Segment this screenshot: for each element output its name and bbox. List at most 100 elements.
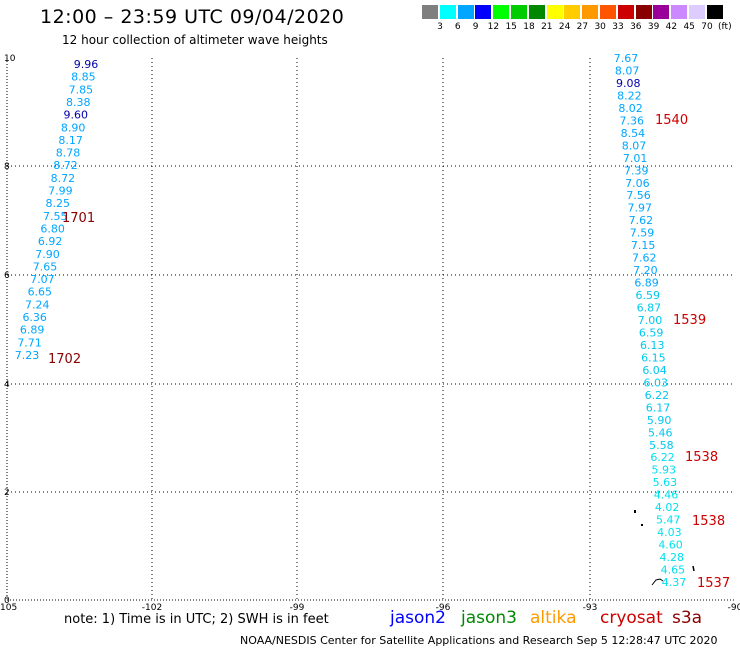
wave-height-value: 4.46 bbox=[654, 489, 679, 502]
x-tick-label: -102 bbox=[142, 603, 162, 613]
wave-height-value: 4.03 bbox=[657, 526, 682, 539]
wave-height-value: 7.15 bbox=[631, 239, 656, 252]
wave-height-value: 7.00 bbox=[638, 314, 663, 327]
color-scale-label: 9 bbox=[472, 22, 479, 32]
wave-height-value: 6.65 bbox=[28, 286, 53, 299]
wave-height-value: 6.92 bbox=[38, 235, 63, 248]
color-scale-label: 21 bbox=[541, 22, 553, 32]
color-swatch bbox=[635, 5, 652, 19]
wave-height-value: 8.22 bbox=[617, 89, 642, 102]
wave-height-value: 7.99 bbox=[48, 185, 73, 198]
wave-height-value: 8.02 bbox=[618, 102, 643, 115]
x-tick-label: -99 bbox=[290, 603, 305, 613]
wave-height-value: 6.13 bbox=[640, 339, 665, 352]
island-mark bbox=[641, 524, 643, 526]
x-tick-label: -93 bbox=[583, 603, 598, 613]
wave-height-value: 7.39 bbox=[624, 164, 649, 177]
wave-height-value: 8.07 bbox=[622, 139, 647, 152]
wave-height-value: 4.65 bbox=[661, 564, 686, 577]
wave-height-value: 9.60 bbox=[63, 109, 88, 122]
wave-height-value: 7.56 bbox=[626, 189, 651, 202]
color-scale-label: 6 bbox=[454, 22, 461, 32]
color-scale-label: 3 bbox=[437, 22, 443, 32]
color-scale-label: 30 bbox=[594, 22, 606, 32]
y-tick-label: 4 bbox=[4, 380, 10, 390]
y-tick-label: 10 bbox=[4, 54, 16, 64]
satellite-legend-item: s3a bbox=[672, 608, 703, 628]
wave-height-value: 6.22 bbox=[645, 389, 670, 402]
x-tick-label: -96 bbox=[436, 603, 451, 613]
time-marker-label: 1701 bbox=[62, 211, 95, 226]
color-scale-label: 70 bbox=[701, 22, 713, 32]
wave-height-value: 5.63 bbox=[653, 476, 678, 489]
color-swatch bbox=[475, 5, 492, 19]
color-scale-label: (ft) bbox=[718, 22, 732, 32]
wave-height-value: 6.22 bbox=[650, 451, 675, 464]
color-swatch bbox=[689, 5, 705, 19]
wave-height-value: 6.03 bbox=[643, 376, 668, 389]
color-scale-label: 42 bbox=[665, 22, 678, 32]
wave-height-value: 5.93 bbox=[651, 464, 676, 477]
wave-height-value: 5.90 bbox=[647, 414, 672, 427]
wave-height-value: 7.36 bbox=[619, 114, 644, 127]
wave-height-value: 8.07 bbox=[615, 64, 640, 77]
wave-height-value: 8.85 bbox=[71, 71, 96, 84]
coastline bbox=[692, 565, 695, 572]
color-swatch bbox=[600, 5, 616, 19]
color-swatch bbox=[617, 5, 634, 19]
y-tick-label: 0 bbox=[4, 596, 10, 606]
wave-height-value: 7.20 bbox=[633, 264, 658, 277]
wave-height-value: 7.71 bbox=[17, 336, 42, 349]
wave-height-value: 7.24 bbox=[25, 298, 50, 311]
satellite-legend-item: jason2 bbox=[390, 608, 446, 628]
time-marker-label: 1540 bbox=[655, 113, 688, 128]
wave-height-value: 8.25 bbox=[46, 197, 71, 210]
wave-height-value: 5.47 bbox=[656, 514, 681, 527]
color-swatch bbox=[439, 5, 456, 19]
wave-height-value: 6.36 bbox=[22, 311, 47, 324]
wave-height-value: 7.97 bbox=[627, 202, 652, 215]
color-swatch bbox=[564, 5, 581, 19]
wave-height-value: 6.15 bbox=[641, 351, 666, 364]
satellite-legend-item: altika bbox=[530, 608, 577, 628]
wave-height-value: 6.04 bbox=[642, 364, 667, 377]
x-tick-label: -90 bbox=[728, 603, 740, 613]
units-note: note: 1) Time is in UTC; 2) SWH is in fe… bbox=[64, 612, 329, 627]
wave-height-value: 5.58 bbox=[649, 439, 674, 452]
wave-height-value: 8.72 bbox=[51, 172, 76, 185]
credit-line: NOAA/NESDIS Center for Satellite Applica… bbox=[240, 634, 718, 647]
wave-height-value: 9.96 bbox=[74, 58, 99, 71]
wave-height-value: 7.62 bbox=[632, 252, 657, 265]
island-mark bbox=[634, 510, 636, 513]
wave-height-value: 8.90 bbox=[61, 121, 86, 134]
color-swatch bbox=[528, 5, 545, 19]
color-scale-label: 27 bbox=[576, 22, 589, 32]
wave-height-value: 7.01 bbox=[623, 152, 648, 165]
color-scale-label: 24 bbox=[558, 22, 571, 32]
wave-height-value: 6.89 bbox=[634, 277, 659, 290]
color-swatch bbox=[422, 5, 438, 19]
color-scale-label: 45 bbox=[683, 22, 695, 32]
wave-height-value: 6.59 bbox=[639, 326, 664, 339]
color-swatch bbox=[493, 5, 510, 19]
y-tick-label: 6 bbox=[4, 271, 10, 281]
color-scale-label: 12 bbox=[487, 22, 500, 32]
color-scale-label: 18 bbox=[523, 22, 535, 32]
color-swatch bbox=[706, 5, 723, 19]
page-title: 12:00 – 23:59 UTC 09/04/2020 bbox=[40, 6, 345, 28]
color-swatch bbox=[582, 5, 599, 19]
wave-height-value: 4.60 bbox=[658, 539, 683, 552]
color-swatch bbox=[457, 5, 474, 19]
wave-height-value: 8.78 bbox=[56, 147, 81, 160]
wave-height-value: 8.38 bbox=[66, 96, 91, 109]
wave-height-value: 5.46 bbox=[648, 426, 673, 439]
wave-height-value: 7.90 bbox=[35, 248, 60, 261]
wave-height-value: 6.59 bbox=[635, 289, 660, 302]
time-marker-label: 1539 bbox=[673, 313, 706, 328]
time-marker-label: 1538 bbox=[692, 514, 725, 529]
color-scale-label: 15 bbox=[505, 22, 517, 32]
color-swatch bbox=[511, 5, 527, 19]
y-tick-label: 8 bbox=[4, 162, 10, 172]
y-tick-label: 2 bbox=[4, 488, 10, 498]
wave-height-value: 7.23 bbox=[15, 349, 40, 362]
